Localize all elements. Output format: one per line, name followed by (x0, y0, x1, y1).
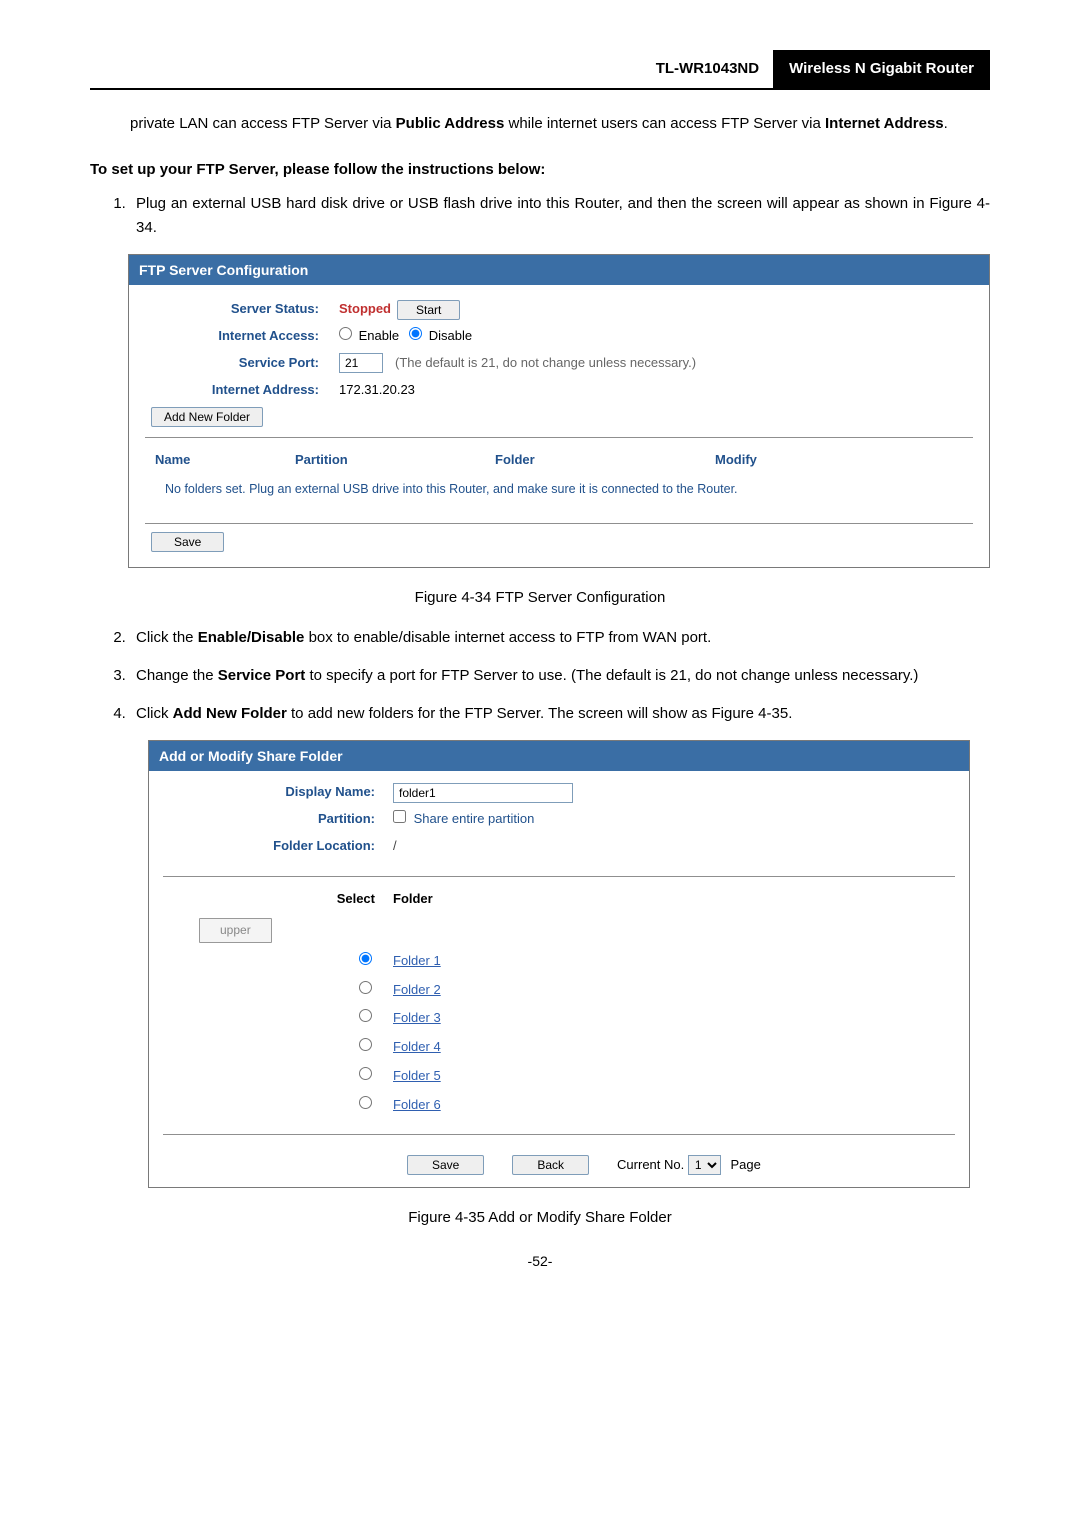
panel-body: Display Name: Partition: Share entire pa… (149, 771, 969, 1187)
server-status-label: Server Status: (145, 299, 339, 320)
empty-message: No folders set. Plug an external USB dri… (145, 475, 973, 513)
folder-link[interactable]: Folder 6 (393, 1095, 441, 1116)
divider (163, 1134, 955, 1135)
col-folder: Folder (495, 450, 715, 471)
text: while internet users can access FTP Serv… (504, 115, 825, 132)
text: . (944, 115, 948, 132)
partition-label: Partition: (163, 809, 393, 830)
save-button[interactable]: Save (407, 1155, 484, 1175)
divider (145, 523, 973, 524)
service-port-label: Service Port: (145, 353, 339, 374)
folder-link[interactable]: Folder 5 (393, 1066, 441, 1087)
folder-radio[interactable] (359, 952, 372, 965)
share-entire-checkbox[interactable]: Share entire partition (393, 809, 534, 830)
model-label: TL-WR1043ND (642, 51, 773, 87)
internet-address-value: 172.31.20.23 (339, 380, 415, 401)
internet-access-label: Internet Access: (145, 326, 339, 347)
folder-row: Folder 5 (163, 1062, 955, 1091)
folder-link[interactable]: Folder 3 (393, 1008, 441, 1029)
product-label: Wireless N Gigabit Router (773, 50, 990, 88)
disable-radio[interactable]: Disable (409, 326, 472, 347)
col-modify: Modify (715, 450, 757, 471)
instruction-list-cont: Click the Enable/Disable box to enable/d… (90, 626, 990, 726)
service-port-hint: (The default is 21, do not change unless… (395, 353, 696, 374)
folder-col: Folder (393, 889, 955, 910)
text: . (153, 219, 157, 236)
display-name-label: Display Name: (163, 782, 393, 803)
display-name-input[interactable] (393, 783, 573, 803)
folder-radio[interactable] (359, 1009, 372, 1022)
page-label: Page (731, 1157, 761, 1172)
folder-row: Folder 2 (163, 976, 955, 1005)
folder-row: Folder 4 (163, 1033, 955, 1062)
folder-row: Folder 6 (163, 1091, 955, 1120)
text: Change the (136, 667, 218, 684)
server-status-value: Stopped (339, 299, 391, 320)
instruction-list: Plug an external USB hard disk drive or … (90, 192, 990, 240)
current-no-select[interactable]: 1 (688, 1155, 721, 1175)
intro-paragraph: private LAN can access FTP Server via Pu… (130, 112, 990, 136)
text-bold: Internet Address (825, 115, 944, 132)
step-1: Plug an external USB hard disk drive or … (130, 192, 990, 240)
folder-radio[interactable] (359, 981, 372, 994)
checkbox-label: Share entire partition (414, 811, 535, 826)
step-3: Change the Service Port to specify a por… (130, 664, 990, 688)
text-bold: Add New Folder (173, 705, 287, 722)
select-col: Select (163, 889, 393, 910)
radio-label: Disable (429, 328, 472, 343)
text: . (788, 705, 792, 722)
bottom-bar: Save Back Current No. 1 Page (163, 1143, 955, 1176)
text: Plug an external USB hard disk drive or … (136, 195, 929, 212)
current-no-group: Current No. 1 Page (617, 1155, 761, 1176)
section-heading: To set up your FTP Server, please follow… (90, 158, 990, 182)
folder-link[interactable]: Folder 2 (393, 980, 441, 1001)
save-button[interactable]: Save (151, 532, 224, 552)
add-new-folder-button[interactable]: Add New Folder (151, 407, 263, 427)
folder-location-label: Folder Location: (163, 836, 393, 857)
start-button[interactable]: Start (397, 300, 460, 320)
doc-header: TL-WR1043ND Wireless N Gigabit Router (90, 50, 990, 90)
folder-link[interactable]: Folder 4 (393, 1037, 441, 1058)
text-bold: Enable/Disable (198, 629, 305, 646)
folder-location-value: / (393, 836, 397, 857)
folder-row: Folder 1 (163, 947, 955, 976)
figure-caption-2: Figure 4-35 Add or Modify Share Folder (90, 1206, 990, 1230)
divider (163, 876, 955, 877)
page-number: -52- (90, 1250, 990, 1272)
panel-title: FTP Server Configuration (129, 255, 989, 285)
step-4: Click Add New Folder to add new folders … (130, 702, 990, 726)
internet-address-label: Internet Address: (145, 380, 339, 401)
figure-ref: Figure 4-35 (712, 705, 789, 722)
back-button[interactable]: Back (512, 1155, 589, 1175)
text-bold: Service Port (218, 667, 306, 684)
text: Click the (136, 629, 198, 646)
upper-button[interactable]: upper (199, 918, 272, 943)
radio-label: Enable (359, 328, 399, 343)
share-folder-panel: Add or Modify Share Folder Display Name:… (148, 740, 970, 1188)
text: to specify a port for FTP Server to use.… (305, 667, 918, 684)
divider (145, 437, 973, 438)
text: to add new folders for the FTP Server. T… (287, 705, 712, 722)
text: private LAN can access FTP Server via (130, 115, 396, 132)
current-no-label: Current No. (617, 1157, 684, 1172)
text-bold: Public Address (396, 115, 505, 132)
folder-radio[interactable] (359, 1096, 372, 1109)
step-2: Click the Enable/Disable box to enable/d… (130, 626, 990, 650)
text: box to enable/disable internet access to… (304, 629, 711, 646)
folder-table-header: Name Partition Folder Modify (145, 446, 973, 475)
figure-caption-1: Figure 4-34 FTP Server Configuration (90, 586, 990, 610)
col-partition: Partition (295, 450, 495, 471)
select-header: Select Folder (163, 885, 955, 914)
folder-link[interactable]: Folder 1 (393, 951, 441, 972)
folder-radio[interactable] (359, 1067, 372, 1080)
service-port-input[interactable] (339, 353, 383, 373)
panel-title: Add or Modify Share Folder (149, 741, 969, 771)
folder-row: Folder 3 (163, 1004, 955, 1033)
folder-radio[interactable] (359, 1038, 372, 1051)
ftp-config-panel: FTP Server Configuration Server Status: … (128, 254, 990, 568)
text: Click (136, 705, 173, 722)
col-name: Name (155, 450, 295, 471)
enable-radio[interactable]: Enable (339, 326, 399, 347)
panel-body: Server Status: Stopped Start Internet Ac… (129, 285, 989, 567)
